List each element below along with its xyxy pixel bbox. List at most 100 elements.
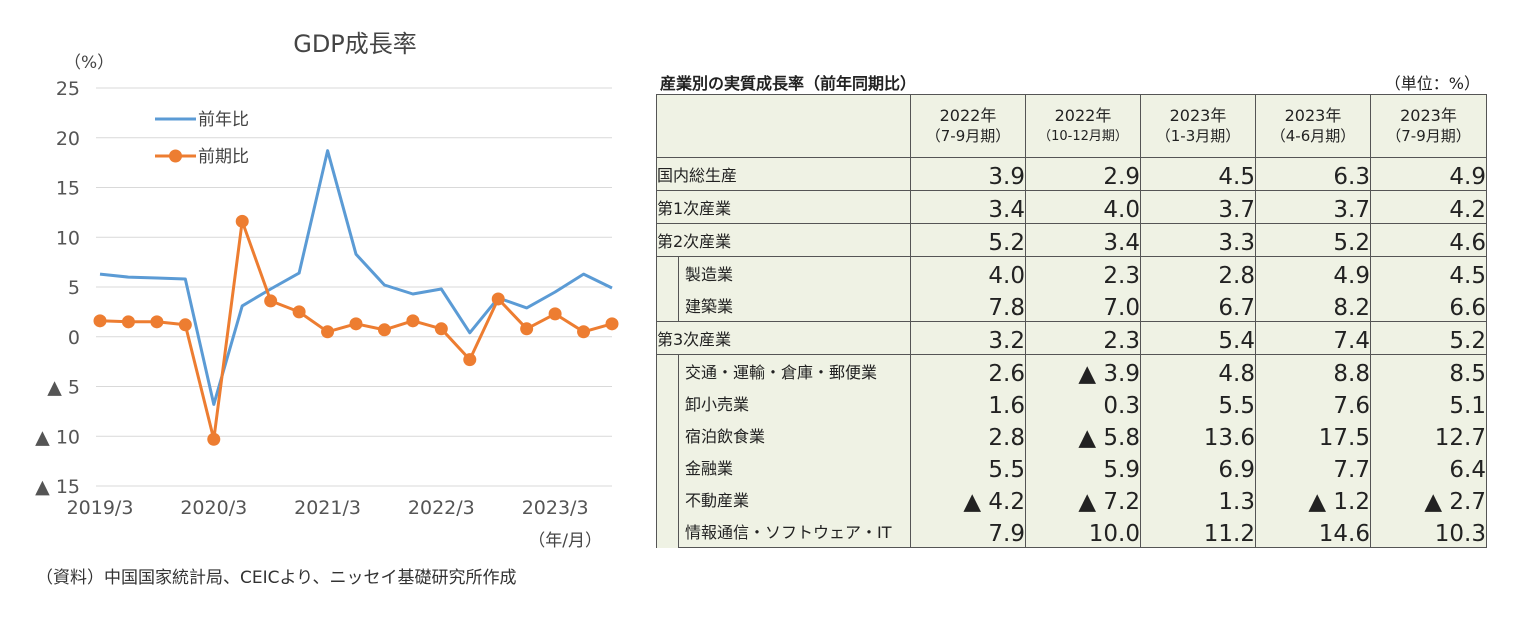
series-point — [520, 322, 534, 336]
row-label: 第2次産業 — [656, 223, 911, 257]
series-line-yoy — [99, 149, 613, 406]
y-unit-label: （%） — [64, 53, 114, 73]
value-cell: 7.9 — [910, 515, 1026, 548]
series-point — [178, 318, 192, 332]
legend-marker — [169, 149, 182, 163]
column-header: 2022年 （7-9月期） — [910, 94, 1026, 158]
indent-cell — [656, 256, 679, 289]
value-cell: 7.7 — [1255, 451, 1371, 483]
value-cell: 3.3 — [1140, 223, 1256, 257]
row-label: 建築業 — [678, 289, 911, 322]
value-cell: 2.3 — [1025, 256, 1141, 289]
x-tick-label: 2023/3 — [522, 497, 589, 519]
chart-title: GDP成長率 — [293, 30, 417, 58]
value-cell: 1.6 — [910, 387, 1026, 419]
value-cell: 2.3 — [1025, 321, 1141, 355]
series-point — [321, 325, 335, 339]
column-header: 2023年 （7-9月期） — [1370, 94, 1487, 158]
indent-cell — [656, 483, 679, 515]
value-cell: 0.3 — [1025, 387, 1141, 419]
value-cell: 7.4 — [1255, 321, 1371, 355]
y-tick-label: 0 — [68, 327, 80, 349]
value-cell: 4.6 — [1370, 223, 1487, 257]
value-cell: ▲ 1.2 — [1255, 483, 1371, 515]
value-cell: ▲ 7.2 — [1025, 483, 1141, 515]
value-cell: 3.4 — [1025, 223, 1141, 257]
value-cell: 8.5 — [1370, 354, 1487, 387]
y-tick-label: 25 — [56, 78, 80, 100]
indent-cell — [656, 515, 679, 548]
y-tick-label: 20 — [56, 128, 80, 150]
row-label: 国内総生産 — [656, 157, 911, 191]
table-header-row: 2022年 （7-9月期） 2022年 （10-12月期） 2023年 （1-3月期）… — [656, 94, 1487, 158]
x-tick-label: 2019/3 — [67, 497, 134, 519]
value-cell: 5.2 — [1255, 223, 1371, 257]
value-cell: 3.4 — [910, 190, 1026, 224]
value-cell: 2.6 — [910, 354, 1026, 387]
value-cell: 2.8 — [1140, 256, 1256, 289]
row-label: 第1次産業 — [656, 190, 911, 224]
value-cell: 5.1 — [1370, 387, 1487, 419]
series-point — [406, 314, 420, 328]
value-cell: 3.9 — [910, 157, 1026, 191]
x-tick-label: 2021/3 — [294, 497, 361, 519]
series-point — [349, 317, 363, 331]
row-label: 交通・運輸・倉庫・郵便業 — [678, 354, 911, 387]
value-cell: 4.8 — [1140, 354, 1256, 387]
series-point — [121, 315, 135, 329]
value-cell: 3.7 — [1255, 190, 1371, 224]
value-cell: 5.9 — [1025, 451, 1141, 483]
value-cell: 6.4 — [1370, 451, 1487, 483]
series-point — [548, 307, 562, 321]
column-header: 2023年 （1-3月期） — [1140, 94, 1256, 158]
indent-cell — [656, 419, 679, 451]
value-cell: 3.7 — [1140, 190, 1256, 224]
value-cell: 3.2 — [910, 321, 1026, 355]
column-header: 2022年 （10-12月期） — [1025, 94, 1141, 158]
value-cell: 4.9 — [1370, 157, 1487, 191]
indent-cell — [656, 451, 679, 483]
series-point — [491, 292, 505, 306]
table-row: 建築業 7.8 7.0 6.7 8.2 6.6 — [656, 289, 1487, 322]
table-unit: （単位：%） — [1384, 74, 1480, 93]
row-label: 製造業 — [678, 256, 911, 289]
value-cell: ▲ 3.9 — [1025, 354, 1141, 387]
value-cell: 12.7 — [1370, 419, 1487, 451]
table-title: 産業別の実質成長率（前年同期比） — [660, 74, 917, 93]
value-cell: 5.5 — [1140, 387, 1256, 419]
value-cell: ▲ 2.7 — [1370, 483, 1487, 515]
value-cell: 4.5 — [1140, 157, 1256, 191]
table-row: 製造業 4.0 2.3 2.8 4.9 4.5 — [656, 256, 1487, 289]
series-point — [207, 432, 221, 446]
table-row: 第3次産業 3.2 2.3 5.4 7.4 5.2 — [656, 321, 1487, 355]
value-cell: 7.0 — [1025, 289, 1141, 322]
row-label: 不動産業 — [678, 483, 911, 515]
value-cell: ▲ 5.8 — [1025, 419, 1141, 451]
value-cell: 10.3 — [1370, 515, 1487, 548]
series-point — [264, 294, 278, 308]
value-cell: 14.6 — [1255, 515, 1371, 548]
value-cell: 2.8 — [910, 419, 1026, 451]
value-cell: 17.5 — [1255, 419, 1371, 451]
row-label: 宿泊飲食業 — [678, 419, 911, 451]
x-unit-label: （年/月） — [528, 531, 602, 551]
value-cell: 11.2 — [1140, 515, 1256, 548]
y-tick-label: 5 — [68, 277, 80, 299]
table-row: 交通・運輸・倉庫・郵便業 2.6 ▲ 3.9 4.8 8.8 8.5 — [656, 354, 1487, 387]
value-cell: 6.9 — [1140, 451, 1256, 483]
table-row: 宿泊飲食業 2.8 ▲ 5.8 13.6 17.5 12.7 — [656, 419, 1487, 451]
header-blank-cell — [656, 94, 911, 158]
value-cell: 8.8 — [1255, 354, 1371, 387]
y-tick-label: ▲ 15 — [35, 476, 80, 498]
value-cell: 6.3 — [1255, 157, 1371, 191]
table-row: 情報通信・ソフトウェア・IT 7.9 10.0 11.2 14.6 10.3 — [656, 515, 1487, 548]
series-point — [235, 214, 249, 228]
indent-cell — [656, 354, 679, 387]
table-row: 第1次産業 3.4 4.0 3.7 3.7 4.2 — [656, 190, 1487, 224]
value-cell: 5.2 — [1370, 321, 1487, 355]
value-cell: 4.0 — [910, 256, 1026, 289]
series-point — [463, 353, 477, 367]
series-point — [377, 323, 391, 337]
legend-label: 前期比 — [198, 147, 249, 167]
